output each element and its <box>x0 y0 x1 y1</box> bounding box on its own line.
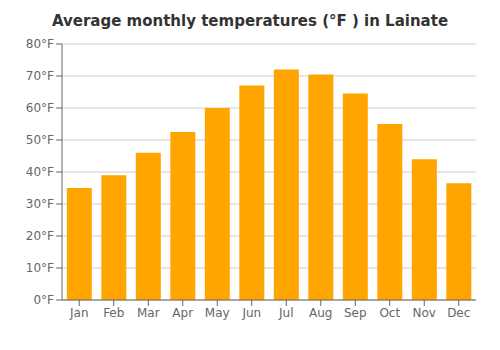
svg-text:80°F: 80°F <box>26 37 54 51</box>
svg-text:10°F: 10°F <box>26 261 54 275</box>
svg-text:Aug: Aug <box>309 306 332 320</box>
svg-text:0°F: 0°F <box>33 293 54 307</box>
svg-text:Oct: Oct <box>379 306 400 320</box>
svg-text:20°F: 20°F <box>26 229 54 243</box>
svg-text:Jan: Jan <box>69 306 89 320</box>
svg-text:Sep: Sep <box>344 306 367 320</box>
svg-text:60°F: 60°F <box>26 101 54 115</box>
svg-text:Jun: Jun <box>241 306 261 320</box>
svg-text:70°F: 70°F <box>26 69 54 83</box>
svg-text:Jul: Jul <box>278 306 293 320</box>
svg-text:Feb: Feb <box>103 306 124 320</box>
svg-text:30°F: 30°F <box>26 197 54 211</box>
svg-text:Dec: Dec <box>447 306 470 320</box>
svg-text:Nov: Nov <box>413 306 436 320</box>
svg-text:40°F: 40°F <box>26 165 54 179</box>
svg-text:Mar: Mar <box>137 306 160 320</box>
svg-text:Apr: Apr <box>172 306 193 320</box>
svg-text:50°F: 50°F <box>26 133 54 147</box>
svg-text:May: May <box>205 306 230 320</box>
html-text:Average monthly temperatures (: Average monthly temperatures (°F ) in La… <box>51 12 449 30</box>
